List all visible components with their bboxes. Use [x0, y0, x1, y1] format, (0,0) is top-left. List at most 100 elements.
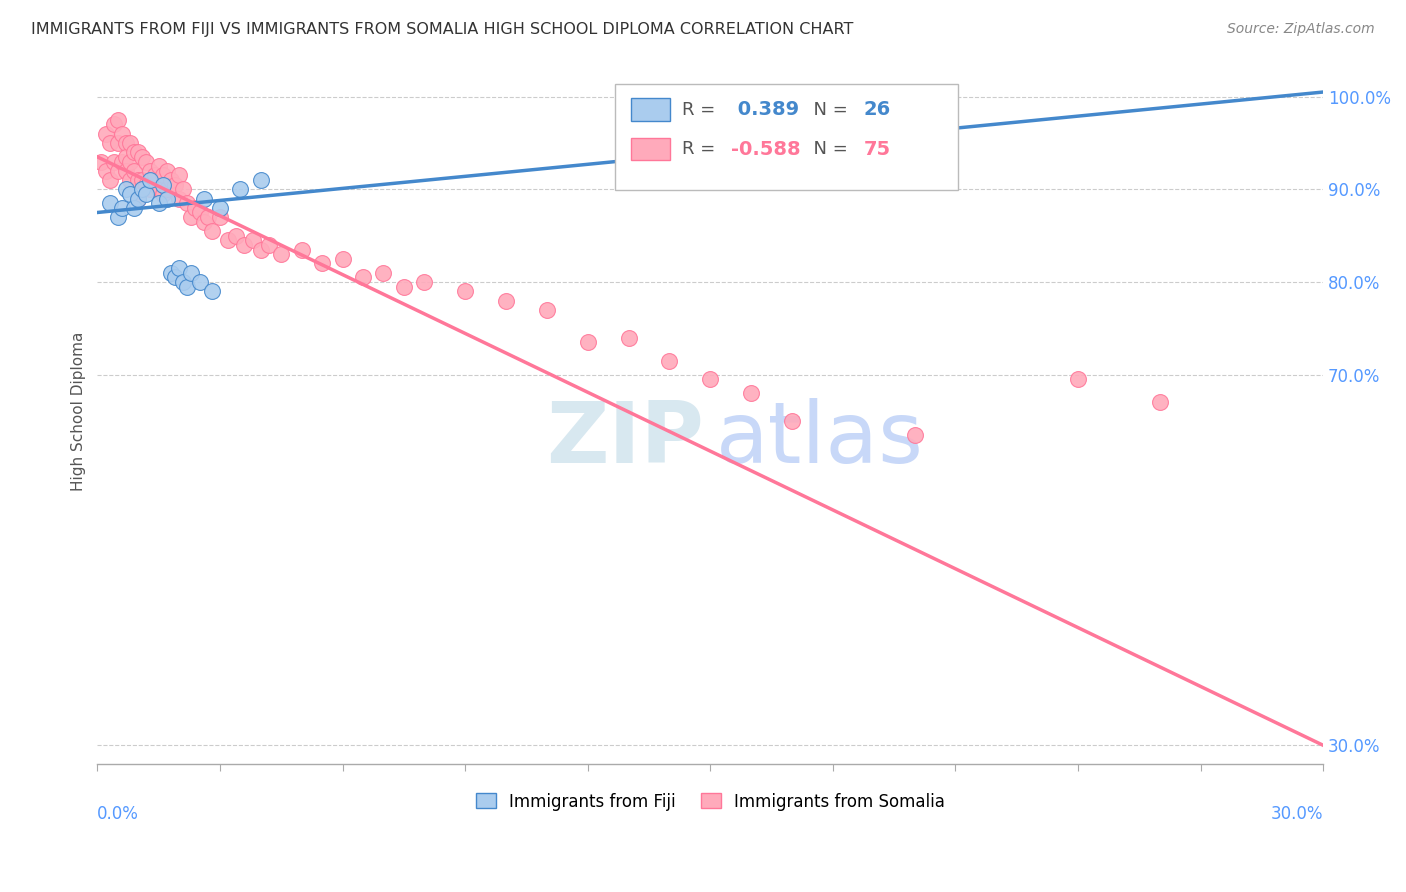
Point — [188, 205, 211, 219]
Point — [107, 112, 129, 127]
Text: ZIP: ZIP — [547, 399, 704, 482]
Point — [699, 372, 721, 386]
Point — [249, 173, 271, 187]
Point — [139, 173, 162, 187]
Point — [167, 169, 190, 183]
Point — [131, 150, 153, 164]
Point — [115, 163, 138, 178]
Point — [249, 243, 271, 257]
Point — [193, 215, 215, 229]
Text: N =: N = — [803, 101, 853, 119]
Text: R =: R = — [682, 101, 721, 119]
Point — [118, 186, 141, 201]
Point — [107, 210, 129, 224]
Point — [115, 150, 138, 164]
FancyBboxPatch shape — [630, 98, 669, 121]
Point — [107, 136, 129, 150]
Point — [111, 201, 134, 215]
Point — [115, 136, 138, 150]
Point — [1149, 395, 1171, 409]
Point — [115, 182, 138, 196]
Point — [172, 182, 194, 196]
Point — [225, 228, 247, 243]
Point — [242, 233, 264, 247]
Point — [167, 192, 190, 206]
Point — [291, 243, 314, 257]
Point — [233, 238, 256, 252]
Y-axis label: High School Diploma: High School Diploma — [72, 332, 86, 491]
Point — [111, 127, 134, 141]
Text: Source: ZipAtlas.com: Source: ZipAtlas.com — [1227, 22, 1375, 37]
Point — [111, 154, 134, 169]
Point — [152, 169, 174, 183]
Point — [103, 154, 125, 169]
Text: N =: N = — [803, 140, 853, 158]
Point — [98, 136, 121, 150]
Point — [98, 173, 121, 187]
Point — [576, 335, 599, 350]
Point — [94, 163, 117, 178]
Point — [156, 163, 179, 178]
Point — [135, 178, 157, 192]
Point — [152, 186, 174, 201]
Point — [208, 201, 231, 215]
Point — [270, 247, 292, 261]
Point — [139, 182, 162, 196]
Point — [658, 353, 681, 368]
Point — [208, 210, 231, 224]
Point — [118, 173, 141, 187]
Point — [143, 169, 166, 183]
Point — [193, 192, 215, 206]
Point — [229, 182, 252, 196]
Point — [107, 163, 129, 178]
Point — [176, 196, 198, 211]
Text: 26: 26 — [863, 100, 891, 120]
Point — [122, 201, 145, 215]
Point — [217, 233, 239, 247]
Point — [160, 173, 183, 187]
Point — [156, 192, 179, 206]
Point — [184, 201, 207, 215]
Text: 30.0%: 30.0% — [1271, 805, 1323, 823]
Point — [172, 275, 194, 289]
Point — [373, 266, 395, 280]
Point — [135, 186, 157, 201]
Point — [152, 178, 174, 192]
Text: IMMIGRANTS FROM FIJI VS IMMIGRANTS FROM SOMALIA HIGH SCHOOL DIPLOMA CORRELATION : IMMIGRANTS FROM FIJI VS IMMIGRANTS FROM … — [31, 22, 853, 37]
Point — [139, 163, 162, 178]
Point — [201, 224, 224, 238]
Point — [495, 293, 517, 308]
Point — [413, 275, 436, 289]
Text: 75: 75 — [863, 139, 890, 159]
Point — [176, 279, 198, 293]
Point — [118, 136, 141, 150]
Point — [180, 210, 202, 224]
Point — [98, 196, 121, 211]
Point — [160, 266, 183, 280]
Point — [135, 154, 157, 169]
Point — [148, 196, 170, 211]
Point — [257, 238, 280, 252]
Point — [392, 279, 415, 293]
Point — [163, 178, 186, 192]
Text: -0.588: -0.588 — [731, 139, 800, 159]
Text: R =: R = — [682, 140, 721, 158]
Text: 0.389: 0.389 — [731, 100, 799, 120]
Point — [924, 85, 946, 99]
Point — [90, 154, 112, 169]
Point — [167, 261, 190, 276]
Point — [180, 266, 202, 280]
Point — [127, 145, 149, 160]
Point — [188, 275, 211, 289]
Point — [131, 182, 153, 196]
Point — [122, 145, 145, 160]
Point — [780, 414, 803, 428]
Point — [103, 118, 125, 132]
Point — [352, 270, 374, 285]
Point — [1067, 372, 1090, 386]
Point — [536, 302, 558, 317]
FancyBboxPatch shape — [614, 84, 957, 190]
Point — [148, 182, 170, 196]
Legend: Immigrants from Fiji, Immigrants from Somalia: Immigrants from Fiji, Immigrants from So… — [467, 784, 953, 819]
Point — [127, 173, 149, 187]
